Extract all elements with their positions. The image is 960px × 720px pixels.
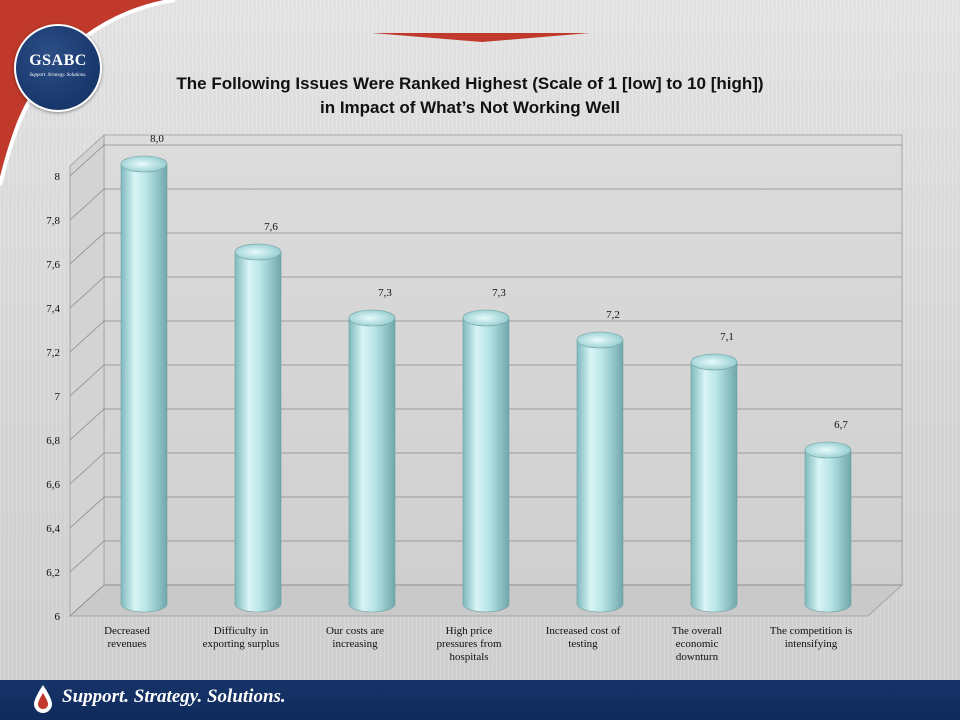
bar-top-cap [234, 243, 282, 261]
x-tick-label: Decreased revenues [75, 625, 179, 651]
x-tick-label-line: High price [445, 625, 493, 637]
y-tick-label: 8 [55, 171, 61, 183]
data-label: 8,0 [150, 133, 164, 145]
data-label: 7,3 [378, 287, 392, 299]
bar-top-cap [348, 309, 396, 327]
bar-top-cap [462, 309, 510, 327]
bar-top-cap [804, 441, 852, 459]
x-tick-label: The competition is intensifying [759, 625, 863, 651]
x-tick-label: The overall economic downturn [645, 625, 749, 664]
gridline [69, 320, 902, 353]
x-tick-label-line: Our costs are [325, 625, 385, 637]
gridline [69, 144, 902, 177]
bar [348, 317, 396, 613]
y-tick-label: 6,6 [46, 479, 60, 491]
gridline [69, 584, 902, 617]
x-tick-label-line: increasing [332, 638, 378, 650]
bar [690, 361, 738, 613]
bar [576, 339, 624, 613]
bar [804, 449, 852, 613]
y-tick-label: 7,6 [46, 259, 60, 271]
gridline [69, 496, 902, 529]
gridline [69, 540, 902, 573]
x-tick-label-line: hospitals [449, 651, 489, 663]
droplet-icon [34, 685, 52, 713]
bar-top-cap [120, 155, 168, 173]
y-tick-label: 7,8 [46, 215, 60, 227]
footer-bar: Support. Strategy. Solutions. [0, 680, 960, 720]
gridline [69, 188, 902, 221]
x-tick-label-line: The overall [671, 625, 723, 637]
chart-title-line-2: in Impact of What’s Not Working Well [319, 98, 621, 117]
bar-chart: 6 6,2 6,4 6,6 6,8 7 7,2 7,4 7,6 7,8 8 8,0 7,6 7,3 7,3 7… [46, 133, 904, 623]
x-tick-label-line: downturn [675, 651, 719, 663]
y-tick-label: 6,8 [46, 435, 60, 447]
data-label: 7,3 [492, 287, 506, 299]
x-tick-label-line: intensifying [784, 638, 838, 650]
x-tick-label: High price pressures from hospitals [417, 625, 521, 664]
x-tick-label-line: pressures from [436, 638, 502, 650]
chart-side-wall [69, 134, 105, 617]
chart-title: The Following Issues Were Ranked Highest… [100, 72, 840, 120]
footer-tagline: Support. Strategy. Solutions. [62, 686, 286, 707]
x-tick-label: Increased cost of testing [531, 625, 635, 651]
bar-top-cap [690, 353, 738, 371]
x-tick-label-line: exporting surplus [202, 638, 280, 650]
x-tick-label-line: testing [568, 638, 598, 650]
data-label: 6,7 [834, 419, 848, 431]
x-tick-label-line: revenues [107, 638, 147, 650]
y-tick-label: 6,2 [46, 567, 60, 579]
bar [234, 251, 282, 613]
x-tick-label: Difficulty in exporting surplus [189, 625, 293, 651]
logo-text: GSABC [29, 52, 87, 69]
gridline [69, 276, 902, 309]
gridline [69, 364, 902, 397]
x-tick-label-line: Increased cost of [545, 625, 621, 637]
y-tick-label: 6,4 [46, 523, 60, 535]
chart-title-line-1: The Following Issues Were Ranked Highest… [176, 74, 764, 93]
data-label: 7,6 [264, 221, 278, 233]
bar [462, 317, 510, 613]
data-label: 7,2 [606, 309, 620, 321]
x-tick-label-line: The competition is [769, 625, 853, 637]
y-tick-label: 7,2 [46, 347, 60, 359]
gsabc-logo: GSABC Support. Strategy. Solutions. [14, 24, 102, 112]
logo-tagline: Support. Strategy. Solutions. [29, 73, 87, 78]
title-accent-line [372, 33, 590, 42]
gridline [69, 452, 902, 485]
y-tick-label: 6 [55, 611, 61, 623]
x-tick-label-line: economic [675, 638, 719, 650]
bar-top-cap [576, 331, 624, 349]
x-tick-label-line: Difficulty in [213, 625, 269, 637]
x-tick-label-line: Decreased [104, 625, 150, 637]
y-tick-label: 7,4 [46, 303, 60, 315]
gridline [69, 232, 902, 265]
y-tick-label: 7 [55, 391, 61, 403]
bar [120, 163, 168, 613]
gridline [69, 408, 902, 441]
x-tick-label: Our costs are increasing [303, 625, 407, 651]
data-label: 7,1 [720, 331, 734, 343]
